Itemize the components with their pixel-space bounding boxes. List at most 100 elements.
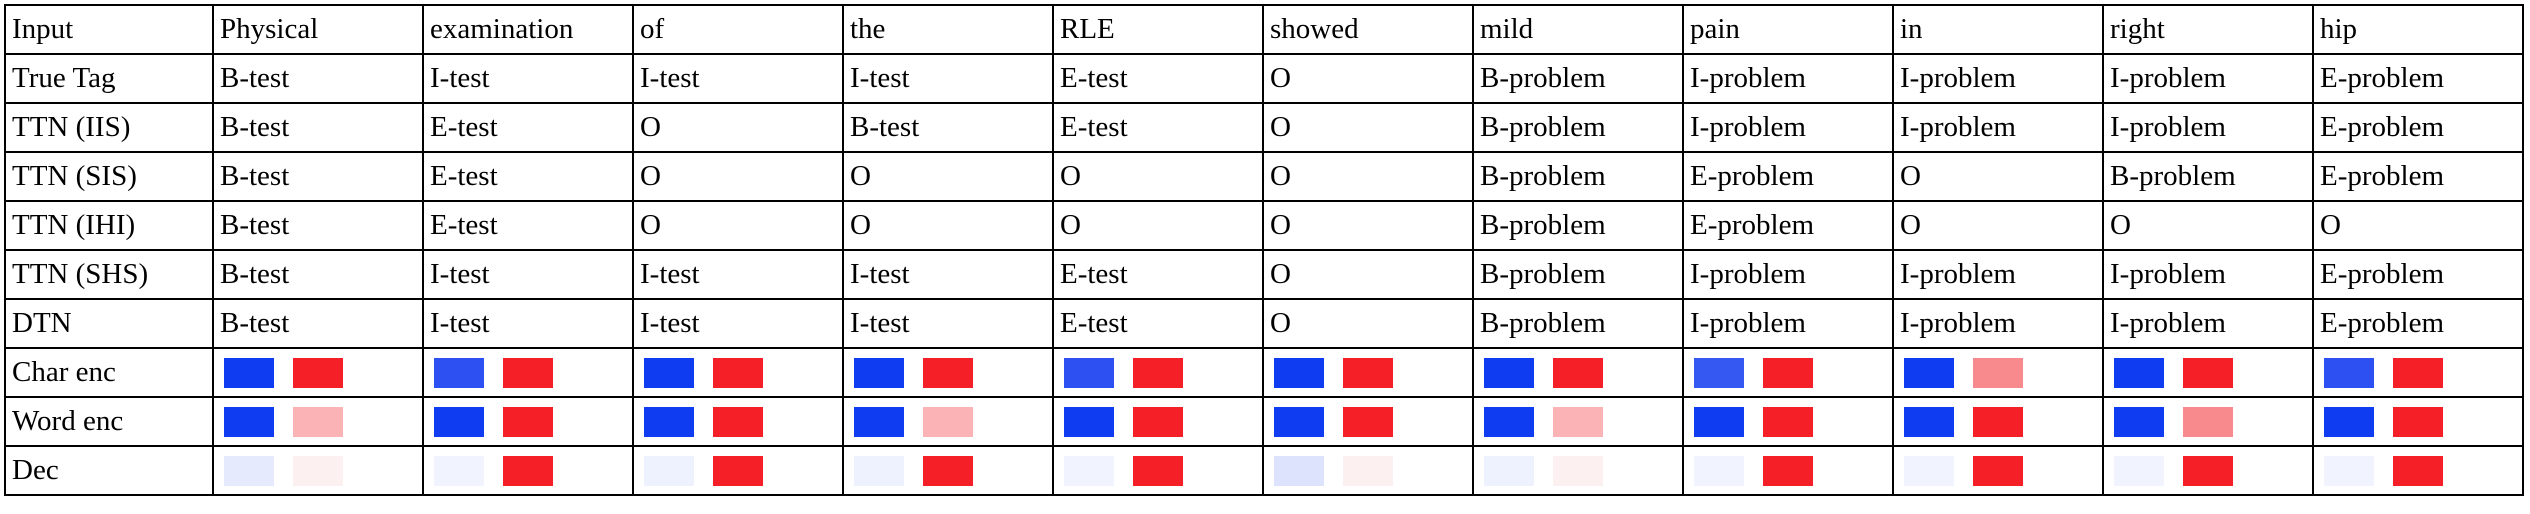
row-label: TTN (SIS) [4, 151, 214, 202]
tag-cell: O [1892, 200, 2104, 251]
blue-weight-swatch [1064, 357, 1114, 388]
swatch-pair [1900, 399, 2101, 444]
input-token-cell: Physical [212, 4, 424, 55]
tag-cell: E-test [422, 102, 634, 153]
tag-cell: B-problem [1472, 298, 1684, 349]
tag-cell: B-problem [1472, 200, 1684, 251]
tag-cell: O [842, 200, 1054, 251]
red-weight-swatch [1553, 357, 1603, 388]
input-token-cell: pain [1682, 4, 1894, 55]
blue-weight-swatch [434, 406, 484, 437]
tag-cell: O [632, 151, 844, 202]
blue-weight-swatch [1064, 406, 1114, 437]
attention-cell [1892, 445, 2104, 496]
input-token-cell: hip [2312, 4, 2524, 55]
tag-cell: O [1262, 249, 1474, 300]
blue-weight-swatch [2324, 357, 2374, 388]
attention-cell [1682, 445, 1894, 496]
tag-cell: E-test [1052, 53, 1264, 104]
red-weight-swatch [1343, 455, 1393, 486]
table-row: TTN (SIS) B-test E-test O O O O B-problem E-prob… [4, 151, 2524, 202]
attention-tag-table: Input Physical examination of the RLE showed mi… [4, 4, 2524, 496]
blue-weight-swatch [1904, 406, 1954, 437]
attention-cell [842, 347, 1054, 398]
swatch-pair [640, 350, 841, 395]
attention-cell [2102, 445, 2314, 496]
row-label: Dec [4, 445, 214, 496]
red-weight-swatch [713, 406, 763, 437]
tag-cell: I-problem [1892, 249, 2104, 300]
tag-cell: B-test [842, 102, 1054, 153]
tag-cell: O [2102, 200, 2314, 251]
tag-cell: I-problem [1682, 53, 1894, 104]
swatch-pair [220, 448, 421, 493]
attention-cell [842, 445, 1054, 496]
blue-weight-swatch [644, 357, 694, 388]
red-weight-swatch [2393, 406, 2443, 437]
attention-cell [2102, 347, 2314, 398]
tag-cell: I-problem [2102, 53, 2314, 104]
attention-cell [2102, 396, 2314, 447]
red-weight-swatch [293, 406, 343, 437]
attention-cell [1472, 396, 1684, 447]
tag-cell: I-test [422, 53, 634, 104]
tag-cell: E-test [422, 151, 634, 202]
tag-cell: E-problem [1682, 151, 1894, 202]
row-label: TTN (IHI) [4, 200, 214, 251]
tag-cell: B-problem [1472, 249, 1684, 300]
attention-cell [1892, 347, 2104, 398]
swatch-pair [1690, 399, 1891, 444]
red-weight-swatch [1763, 357, 1813, 388]
attention-cell [842, 396, 1054, 447]
tag-cell: B-problem [2102, 151, 2314, 202]
red-weight-swatch [1763, 455, 1813, 486]
swatch-pair [1480, 448, 1681, 493]
table-row: True Tag B-test I-test I-test I-test E-test O B… [4, 53, 2524, 104]
red-weight-swatch [1343, 406, 1393, 437]
red-weight-swatch [2393, 455, 2443, 486]
swatch-pair [1060, 448, 1261, 493]
blue-weight-swatch [224, 455, 274, 486]
attention-cell [212, 347, 424, 398]
red-weight-swatch [1133, 455, 1183, 486]
red-weight-swatch [293, 455, 343, 486]
blue-weight-swatch [854, 455, 904, 486]
red-weight-swatch [1973, 357, 2023, 388]
tag-cell: O [1052, 200, 1264, 251]
attention-cell [1892, 396, 2104, 447]
swatch-pair [1270, 448, 1471, 493]
tag-cell: E-problem [1682, 200, 1894, 251]
blue-weight-swatch [1904, 357, 1954, 388]
red-weight-swatch [1133, 406, 1183, 437]
table-row: TTN (SHS) B-test I-test I-test I-test E-test O… [4, 249, 2524, 300]
tag-cell: E-test [422, 200, 634, 251]
tag-cell: B-test [212, 200, 424, 251]
swatch-pair [640, 399, 841, 444]
table-row: DTN B-test I-test I-test I-test E-test O B-prob… [4, 298, 2524, 349]
red-weight-swatch [923, 357, 973, 388]
attention-cell [422, 445, 634, 496]
swatch-pair [2320, 448, 2521, 493]
attention-cell [632, 396, 844, 447]
swatch-pair [1690, 350, 1891, 395]
blue-weight-swatch [1484, 455, 1534, 486]
tag-cell: B-test [212, 151, 424, 202]
attention-cell [632, 347, 844, 398]
attention-cell [1052, 347, 1264, 398]
tag-cell: E-test [1052, 249, 1264, 300]
attention-row: Dec [4, 445, 2524, 496]
tag-cell: I-test [632, 249, 844, 300]
swatch-pair [640, 448, 841, 493]
blue-weight-swatch [2114, 406, 2164, 437]
swatch-pair [850, 399, 1051, 444]
attention-cell [212, 445, 424, 496]
tag-cell: I-test [842, 53, 1054, 104]
swatch-pair [1900, 448, 2101, 493]
blue-weight-swatch [644, 406, 694, 437]
attention-cell [2312, 347, 2524, 398]
blue-weight-swatch [1274, 455, 1324, 486]
blue-weight-swatch [854, 357, 904, 388]
tag-cell: O [1262, 200, 1474, 251]
red-weight-swatch [1553, 406, 1603, 437]
attention-cell [422, 347, 634, 398]
